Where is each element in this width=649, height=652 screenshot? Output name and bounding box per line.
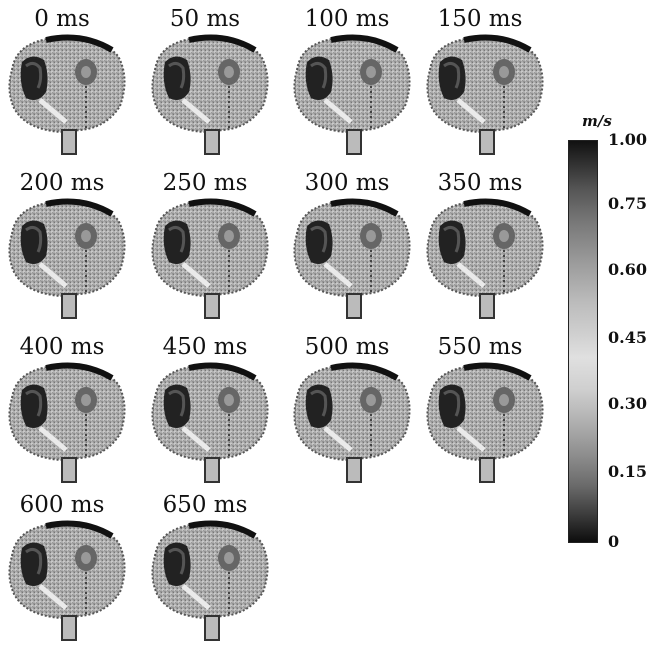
velocity-frame: 650 ms (145, 492, 285, 652)
colorbar-tick: 0.30 (608, 394, 647, 413)
frame-time-label: 600 ms (19, 492, 105, 518)
heart-velocity-map (151, 198, 269, 319)
frame-time-label: 50 ms (169, 6, 241, 32)
velocity-frame: 600 ms (2, 492, 142, 652)
heart-velocity-map (151, 520, 269, 641)
heart-velocity-map (8, 198, 126, 319)
frame-time-label: 200 ms (19, 170, 105, 196)
colorbar-tick: 0.45 (608, 328, 647, 347)
velocity-frame: 100 ms (287, 6, 427, 166)
velocity-frame: 150 ms (420, 6, 560, 166)
frame-time-label: 0 ms (34, 6, 90, 32)
colorbar-tick: 0.60 (608, 260, 647, 279)
heart-velocity-map (8, 34, 126, 155)
velocity-frame: 300 ms (287, 170, 427, 330)
velocity-frame: 400 ms (2, 334, 142, 494)
colorbar-tick: 0 (608, 532, 620, 551)
velocity-frame: 350 ms (420, 170, 560, 330)
heart-velocity-map (151, 362, 269, 483)
frame-time-label: 150 ms (437, 6, 523, 32)
frame-time-label: 350 ms (437, 170, 523, 196)
frame-time-label: 100 ms (304, 6, 390, 32)
heart-velocity-map (426, 362, 544, 483)
velocity-frame: 500 ms (287, 334, 427, 494)
velocity-frame: 200 ms (2, 170, 142, 330)
colorbar-gradient (568, 140, 598, 543)
colorbar-tick: 0.15 (608, 462, 647, 481)
colorbar-tick: 0.75 (608, 194, 647, 213)
frame-time-label: 500 ms (304, 334, 390, 360)
frame-time-label: 250 ms (162, 170, 248, 196)
heart-velocity-map (426, 198, 544, 319)
heart-velocity-map (8, 362, 126, 483)
heart-velocity-map (293, 362, 411, 483)
velocity-frame: 450 ms (145, 334, 285, 494)
velocity-frame: 50 ms (145, 6, 285, 166)
colorbar-unit-label: m/s (582, 112, 612, 130)
heart-velocity-map (293, 34, 411, 155)
heart-velocity-map (293, 198, 411, 319)
velocity-frame: 0 ms (2, 6, 142, 166)
heart-velocity-map (426, 34, 544, 155)
frame-time-label: 450 ms (162, 334, 248, 360)
frame-time-label: 550 ms (437, 334, 523, 360)
heart-velocity-map (8, 520, 126, 641)
velocity-colorbar: m/s 1.00 0.75 0.60 0.45 0.30 0.15 0 (560, 112, 647, 552)
frame-time-label: 400 ms (19, 334, 105, 360)
velocity-frame: 550 ms (420, 334, 560, 494)
frame-time-label: 650 ms (162, 492, 248, 518)
colorbar-tick: 1.00 (608, 130, 647, 149)
heart-velocity-map (151, 34, 269, 155)
velocity-frame: 250 ms (145, 170, 285, 330)
frame-time-label: 300 ms (304, 170, 390, 196)
